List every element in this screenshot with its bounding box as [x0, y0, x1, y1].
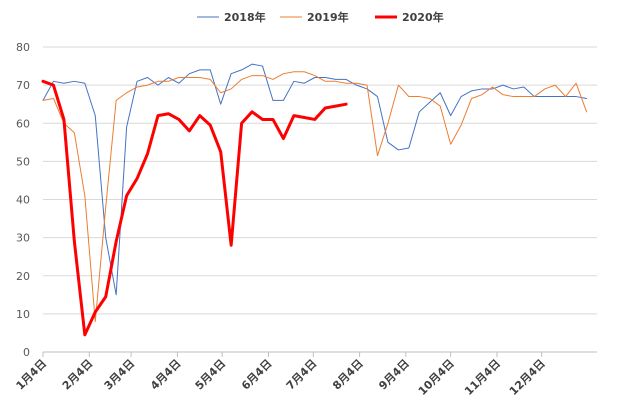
- x-tick-label: 5月4日: [193, 357, 229, 393]
- y-tick-label: 10: [16, 308, 30, 321]
- y-tick-label: 70: [16, 79, 30, 92]
- x-tick-label: 1月4日: [14, 357, 50, 393]
- y-tick-label: 80: [16, 41, 30, 54]
- x-tick-label: 10月4日: [416, 357, 457, 398]
- series-line-3: [41, 79, 348, 337]
- y-tick-label: 40: [16, 194, 30, 207]
- y-tick-label: 0: [23, 346, 30, 359]
- x-tick-label: 9月4日: [376, 357, 412, 393]
- x-tick-label: 3月4日: [102, 357, 138, 393]
- y-axis-labels: 0 10 20 30 40 50 60 70 80: [16, 41, 30, 359]
- x-tick-label: 4月4日: [148, 357, 184, 393]
- legend-label-3: 2020年: [402, 10, 444, 24]
- y-tick-label: 30: [16, 232, 30, 245]
- y-tick-label: 60: [16, 117, 30, 130]
- y-tick-label: 50: [16, 155, 30, 168]
- grid-lines: [43, 46, 597, 315]
- x-tick-label: 11月4日: [462, 357, 503, 398]
- series-line-1: [42, 63, 588, 296]
- y-tick-label: 20: [16, 270, 30, 283]
- series-line-2: [42, 71, 588, 322]
- legend-label-1: 2018年: [224, 10, 266, 24]
- legend: 2018年 2019年 2020年: [197, 10, 444, 24]
- x-tick-label: 2月4日: [60, 357, 96, 393]
- x-axis-labels: 1月4日 2月4日 3月4日 4月4日 5月4日 6月4日 7月4日 8月4日 9月4日 10月4…: [14, 357, 548, 398]
- x-tick-label: 6月4日: [239, 357, 275, 393]
- x-axis: [42, 351, 597, 357]
- series-lines: [41, 63, 588, 337]
- x-tick-label: 8月4日: [330, 357, 366, 393]
- x-tick-label: 7月4日: [284, 357, 320, 393]
- legend-label-2: 2019年: [307, 10, 349, 24]
- x-tick-label: 12月4日: [507, 357, 548, 398]
